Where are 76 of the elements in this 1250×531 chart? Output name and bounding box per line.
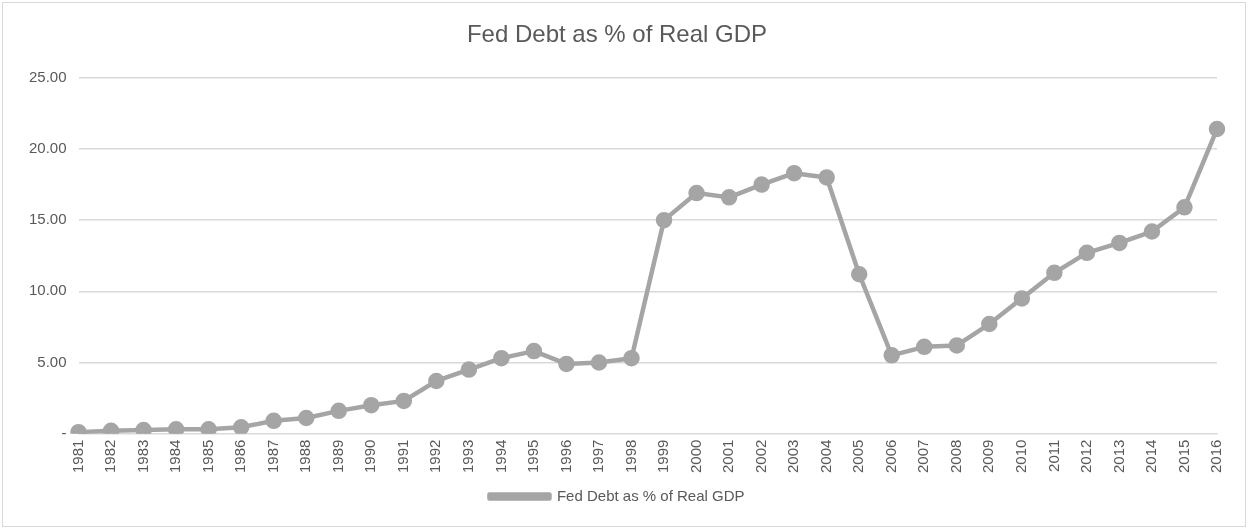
point <box>818 169 835 186</box>
x-tick-label: 1981 <box>68 439 86 474</box>
x-tick-label: 2005 <box>849 439 867 474</box>
point <box>590 354 608 371</box>
x-tick-label: 1990 <box>361 439 379 474</box>
x-tick-label: 1989 <box>328 439 346 474</box>
point <box>1208 120 1226 138</box>
x-tick-label: 2004 <box>816 439 834 474</box>
point <box>720 189 738 206</box>
point <box>883 347 900 364</box>
x-tick-label: 1985 <box>198 439 216 474</box>
point <box>785 164 803 182</box>
x-tick-label: 2003 <box>784 439 802 474</box>
point <box>623 349 640 367</box>
x-tick-label: 1984 <box>166 439 184 474</box>
y-tick-label: 10.00 <box>28 281 67 299</box>
x-tick-label: 1986 <box>231 439 249 474</box>
point <box>850 265 868 283</box>
point <box>525 342 543 360</box>
x-tick-label: 2014 <box>1142 439 1160 474</box>
point <box>395 392 413 410</box>
point <box>1143 223 1161 240</box>
point <box>363 396 380 414</box>
y-tick-label: 20.00 <box>28 139 67 157</box>
x-tick-label: 1996 <box>556 439 574 474</box>
y-tick-label: 25.00 <box>28 67 67 85</box>
point <box>1013 290 1031 307</box>
point <box>916 338 933 356</box>
x-tick-label: 1988 <box>296 439 314 474</box>
x-tick-label: 2011 <box>1044 439 1062 472</box>
point <box>753 176 770 193</box>
point <box>1111 234 1128 252</box>
x-tick-label: 1991 <box>393 439 411 474</box>
x-tick-label: 1987 <box>263 439 281 474</box>
y-tick-label: - <box>61 423 67 441</box>
point <box>981 315 998 333</box>
x-tick-label: 2015 <box>1174 439 1192 474</box>
y-tick-label: 15.00 <box>28 210 67 228</box>
x-tick-label: 2012 <box>1077 439 1095 474</box>
y-tick-label: 5.00 <box>37 352 67 370</box>
point <box>493 349 510 367</box>
chart-title: Fed Debt as % of Real GDP <box>466 20 768 48</box>
legend-label: Fed Debt as % of Real GDP <box>556 486 745 504</box>
x-tick-label: 2009 <box>979 439 997 474</box>
x-tick-label: 1992 <box>426 439 444 474</box>
x-tick-label: 2002 <box>751 439 769 474</box>
point <box>1176 199 1193 216</box>
x-tick-label: 1994 <box>491 439 509 474</box>
point <box>297 409 315 427</box>
point <box>200 421 217 434</box>
x-tick-label: 1983 <box>133 439 151 474</box>
x-tick-label: 2001 <box>719 439 737 474</box>
point <box>558 355 575 373</box>
x-tick-label: 1999 <box>654 439 672 474</box>
point <box>232 418 250 434</box>
point <box>1078 244 1096 262</box>
x-tick-label: 2000 <box>686 439 704 474</box>
point <box>265 412 282 430</box>
point <box>948 337 966 354</box>
x-tick-label: 1993 <box>459 439 477 474</box>
x-tick-label: 2010 <box>1011 439 1029 474</box>
point <box>330 402 348 420</box>
x-tick-label: 1982 <box>101 439 119 474</box>
point <box>460 361 478 378</box>
x-tick-label: 1995 <box>524 439 542 474</box>
point <box>1046 264 1063 282</box>
x-tick-label: 2008 <box>946 439 964 474</box>
x-tick-label: 2016 <box>1207 439 1225 474</box>
x-tick-label: 1998 <box>621 439 639 474</box>
x-tick-label: 2013 <box>1109 439 1127 474</box>
x-tick-label: 2006 <box>881 439 899 474</box>
point <box>688 184 705 202</box>
x-tick-label: 1997 <box>589 439 607 474</box>
point <box>655 211 673 229</box>
x-tick-label: 2007 <box>914 439 932 474</box>
point <box>428 372 445 390</box>
